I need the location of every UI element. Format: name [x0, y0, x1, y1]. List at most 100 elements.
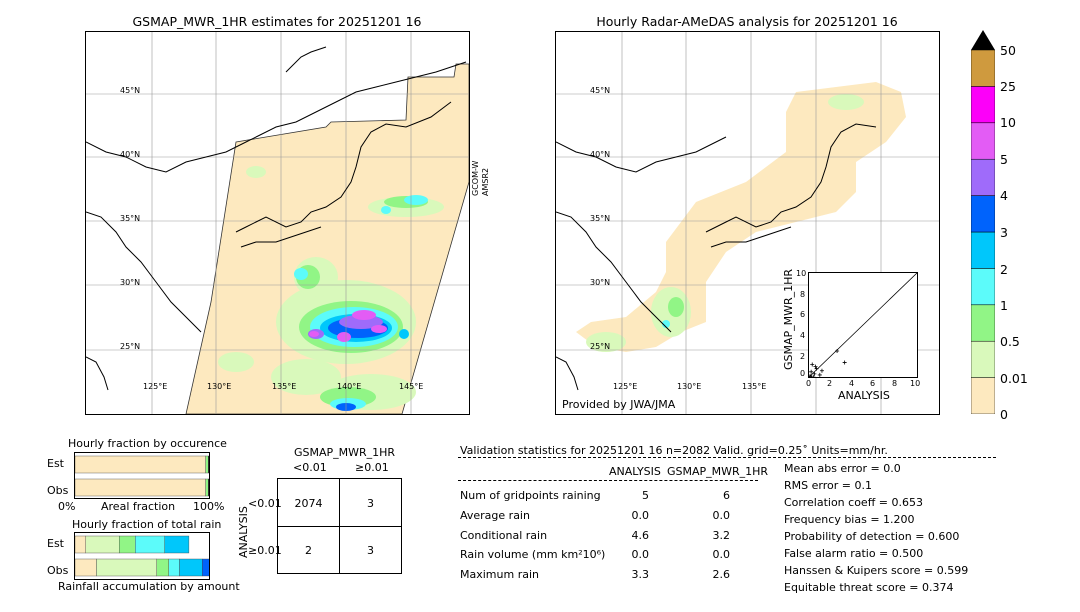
occurence-xtick-left: 0% [58, 500, 76, 513]
fraction-bar-segment [208, 478, 210, 497]
left-lon-label-130: 130°E [207, 382, 232, 391]
fraction-bar-segment [96, 558, 157, 577]
left-lat-label-45: 45°N [120, 86, 141, 95]
scatter-xtick-2: 2 [827, 379, 833, 388]
stat-row-analysis: 4.6 [631, 529, 650, 542]
scatter-point [809, 375, 814, 377]
stat-row-label: Average rain [460, 509, 530, 522]
contingency-col-2: ≥0.01 [355, 461, 389, 474]
scatter-plot [808, 272, 918, 378]
contingency-row-2: ≥0.01 [248, 544, 282, 557]
colorbar-label-5: 5 [1000, 152, 1008, 167]
colorbar-label-0.5: 0.5 [1000, 334, 1020, 349]
stat-row-gsmap: 0.0 [712, 509, 731, 522]
scatter-xtick-0: 0 [806, 379, 812, 388]
contingency-cell-11: 2074 [294, 497, 323, 510]
stat-row-analysis: 3.3 [631, 568, 650, 581]
scatter-ytick-10: 10 [796, 269, 807, 278]
left-map: 45°N 40°N 35°N 30°N 25°N 125°E 130°E 135… [85, 31, 470, 415]
stat-row-analysis: 5 [642, 489, 649, 502]
scatter-ytick-8: 8 [800, 290, 806, 299]
colorbar-label-1: 1 [1000, 298, 1008, 313]
fraction-bar-segment [74, 455, 206, 474]
colorbar-segment [970, 377, 996, 415]
scatter-point [817, 372, 822, 377]
contingency-cell-21: 2 [305, 544, 312, 557]
colorbar-segment [970, 49, 996, 87]
stat-row-gsmap: 0.0 [712, 548, 731, 561]
fraction-bar-segment [74, 535, 86, 554]
data-credit: Provided by JWA/JMA [562, 398, 676, 411]
scatter-point [814, 366, 819, 371]
left-lon-label-125: 125°E [143, 382, 168, 391]
scatter-ytick-6: 6 [800, 310, 806, 319]
sensor-label: AMSR2 [481, 167, 490, 196]
left-map-canvas [86, 32, 469, 414]
right-lat-label-35: 35°N [590, 214, 611, 223]
right-map-title: Hourly Radar-AMeDAS analysis for 2025120… [596, 14, 898, 29]
score-hk: Hanssen & Kuipers score = 0.599 [784, 564, 969, 577]
occurence-obs-label: Obs [47, 484, 69, 497]
colorbar-label-50: 50 [1000, 43, 1016, 58]
left-lat-label-40: 40°N [120, 150, 141, 159]
total-rain-est-label: Est [47, 537, 64, 550]
total-rain-canvas [74, 535, 219, 577]
validation-header: Validation statistics for 20251201 16 n=… [460, 444, 888, 457]
colorbar-label-3: 3 [1000, 225, 1008, 240]
stat-row-gsmap: 6 [723, 489, 730, 502]
colorbar-segment [970, 195, 996, 233]
scatter-point [819, 368, 824, 373]
score-far: False alarm ratio = 0.500 [784, 547, 924, 560]
fraction-bar-segment [168, 558, 180, 577]
stat-row-analysis: 0.0 [631, 509, 650, 522]
colorbar-label-2: 2 [1000, 262, 1008, 277]
right-lat-label-40: 40°N [590, 150, 611, 159]
right-lat-label-45: 45°N [590, 86, 611, 95]
fraction-bar-segment [205, 478, 209, 497]
fraction-bar-segment [205, 455, 209, 474]
fraction-bar-segment [74, 478, 206, 497]
scatter-point [842, 360, 847, 365]
contingency-hdivider [278, 526, 401, 527]
fraction-bar-segment [119, 535, 136, 554]
left-lat-label-25: 25°N [120, 342, 141, 351]
scatter-canvas [809, 273, 917, 377]
fraction-bar-segment [202, 558, 219, 577]
score-rms-error: RMS error = 0.1 [784, 479, 872, 492]
total-rain-chart [74, 532, 219, 580]
score-correlation: Correlation coeff = 0.653 [784, 496, 923, 509]
occurence-xtick-right: 100% [193, 500, 225, 513]
right-lat-label-25: 25°N [590, 342, 611, 351]
occurence-title: Hourly fraction by occurence [68, 437, 227, 450]
validation-col-analysis: ANALYSIS [609, 465, 661, 478]
colorbar-canvas [970, 30, 996, 415]
occurence-chart [74, 452, 210, 499]
colorbar [970, 30, 996, 415]
right-lon-label-130: 130°E [677, 382, 702, 391]
scatter-ytick-4: 4 [800, 331, 806, 340]
right-lat-label-30: 30°N [590, 278, 611, 287]
stat-row-analysis: 0.0 [631, 548, 650, 561]
contingency-cell-12: 3 [367, 497, 374, 510]
occurence-xlabel: Areal fraction [101, 500, 176, 513]
colorbar-segment [970, 268, 996, 306]
score-ets: Equitable threat score = 0.374 [784, 581, 954, 594]
left-lat-label-30: 30°N [120, 278, 141, 287]
fraction-bar-segment [164, 535, 190, 554]
stat-row-gsmap: 2.6 [712, 568, 731, 581]
stat-row-label: Rain volume (mm km²10⁶) [460, 548, 606, 561]
left-map-title: GSMAP_MWR_1HR estimates for 20251201 16 [132, 14, 422, 29]
fraction-bar-segment [179, 558, 203, 577]
scatter-ytick-0: 0 [800, 369, 806, 378]
colorbar-label-0: 0 [1000, 407, 1008, 422]
fraction-bar-segment [74, 558, 97, 577]
score-mean-abs-error: Mean abs error = 0.0 [784, 462, 901, 475]
occurence-canvas [74, 455, 210, 497]
score-frequency-bias: Frequency bias = 1.200 [784, 513, 915, 526]
contingency-title: GSMAP_MWR_1HR [294, 446, 396, 459]
scatter-point [812, 371, 817, 376]
fraction-bar-segment [85, 535, 120, 554]
scatter-xtick-4: 4 [849, 379, 855, 388]
scatter-xlabel: ANALYSIS [838, 389, 890, 402]
contingency-row-1: <0.01 [248, 497, 282, 510]
